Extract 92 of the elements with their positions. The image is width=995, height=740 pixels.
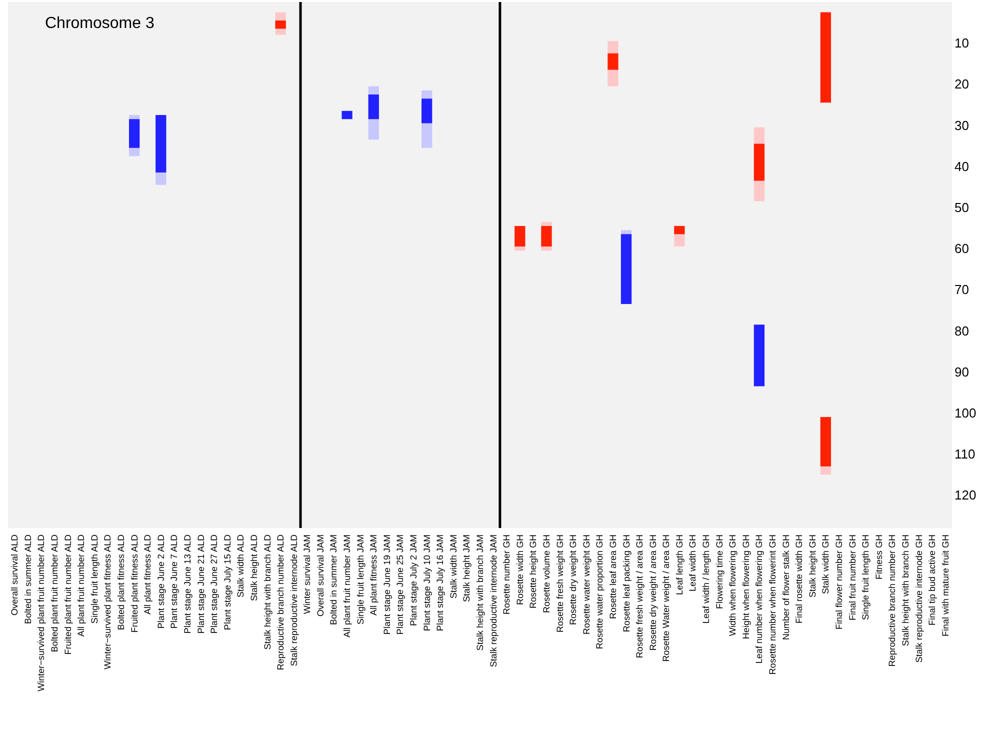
y-tick-label: 120 (954, 488, 976, 503)
x-tick-label: Plant stage June 2 ALD (156, 534, 166, 629)
x-tick-label: Plant stage June 19 JAM (382, 534, 392, 635)
x-tick-label: Stalk width ALD (236, 534, 246, 598)
y-tick-label: 70 (954, 282, 969, 298)
x-tick-label: Height when flowering GH (740, 534, 751, 640)
x-tick-label: Stalk reproductive internode JAM (488, 534, 498, 668)
x-tick-label: All plant fitness JAM (368, 534, 379, 616)
x-tick-label: Leaf width GH (688, 534, 698, 592)
y-tick-label: 100 (954, 405, 976, 420)
x-tick-label: All plant fruit number ALD (76, 534, 86, 637)
bar (674, 226, 685, 234)
bar (754, 324, 765, 386)
x-tick-label: Final tip bud active GH (927, 534, 938, 626)
x-tick-label: Number of flower stalk GH (780, 534, 791, 640)
x-tick-label: Rosette dry weight / area GH (648, 534, 658, 651)
y-tick-label: 30 (954, 118, 969, 133)
y-tick-label: 80 (954, 323, 969, 338)
y-tick-label: 90 (954, 364, 969, 380)
x-tick-label: Stalk reproductive internode ALD (288, 534, 299, 666)
x-tick-label: Flowering time GH (714, 534, 724, 610)
x-tick-label: Bolted plant fruit number ALD (50, 534, 60, 652)
x-tick-label: Stalk height with branch ALD (262, 534, 272, 650)
y-tick-label: 10 (954, 36, 969, 51)
x-tick-label: Stalk height GH (807, 534, 818, 598)
x-tick-label: All plant fruit number JAM (342, 534, 352, 638)
x-tick-label: Plant stage June 27 ALD (209, 534, 220, 634)
x-tick-label: Plant stage July 15 ALD (222, 534, 232, 630)
x-tick-label: Stalk width JAM (448, 534, 458, 599)
x-tick-label: Plant stage June 7 ALD (169, 534, 180, 629)
x-tick-label: Reproductive branch number ALD (276, 534, 286, 670)
x-tick-label: Final rosette width GH (794, 534, 804, 624)
x-tick-label: Reproductive branch number GH (887, 534, 898, 667)
x-tick-label: Rosette fresh weight GH (554, 534, 565, 633)
x-tick-label: Leaf width / length GH (701, 534, 712, 624)
x-tick-label: Plant stage July 16 JAM (435, 534, 446, 632)
bar (754, 144, 765, 181)
y-tick-label: 60 (954, 241, 969, 256)
bar (608, 53, 618, 70)
x-tick-label: Overall survival JAM (315, 534, 326, 617)
x-tick-label: Rosette height GH (528, 534, 538, 609)
x-tick-label: Stalk width GH (820, 534, 831, 594)
x-tick-label: Winter−survived plant fruit number ALD (36, 534, 46, 692)
x-tick-label: Rosette number GH (502, 534, 512, 615)
x-tick-label: Winter−survived plant fitness ALD (102, 534, 113, 670)
x-tick-label: Width when flowering GH (728, 534, 738, 636)
x-tick-label: Stalk height ALD (248, 534, 259, 602)
x-tick-label: Plant stage July 2 JAM (408, 534, 419, 626)
bar (820, 12, 832, 103)
x-tick-label: Stalk reproductive internode GH (914, 534, 924, 663)
x-tick-label: Fitness GH (874, 534, 884, 580)
x-tick-label: Bolted plant fitness ALD (116, 534, 126, 630)
x-tick-label: Overall survival ALD (10, 534, 20, 616)
x-tick-label: All plant fitness ALD (142, 534, 153, 615)
x-tick-label: Final with mature fruit GH (940, 534, 950, 637)
x-tick-label: Rosette volume GH (541, 534, 552, 614)
x-tick-label: Bolted in summer JAM (328, 534, 339, 626)
x-tick-label: Leaf length GH (674, 534, 684, 596)
bar (275, 20, 286, 29)
x-tick-label: Rosette width GH (514, 534, 525, 606)
x-tick-label: Leaf number when flowering GH (754, 534, 764, 664)
x-tick-label: Rosette leaf packing GH (621, 534, 632, 632)
bar (541, 226, 552, 247)
x-tick-label: Rosette number when flowerint GH (768, 534, 778, 675)
x-tick-label: Single fruit length GH (860, 534, 871, 620)
x-tick-label: Rosette fresh weight / area GH (634, 534, 645, 658)
x-tick-label: Stalk height JAM (462, 534, 472, 602)
y-tick-label: 50 (954, 200, 969, 215)
x-tick-label: Single fruit length JAM (355, 534, 366, 625)
y-tick-label: 110 (954, 446, 976, 462)
y-tick-label: 20 (954, 76, 969, 92)
bar (514, 226, 526, 247)
x-tick-label: Plant stage June 13 ALD (182, 534, 192, 634)
x-tick-label: Bolted in summer ALD (22, 534, 33, 624)
x-tick-label: Plant stage June 21 ALD (196, 534, 206, 634)
x-tick-label: Stalk height with branch JAM (475, 534, 485, 651)
x-tick-label: Rosette Water weight / area GH (661, 534, 672, 662)
y-tick-label: 40 (954, 158, 969, 174)
x-tick-label: Plant stage July 10 JAM (422, 534, 432, 632)
x-tick-label: Final fruit number GH (847, 534, 858, 621)
x-tick-label: Fruited plant fitness ALD (129, 534, 140, 633)
x-tick-label: Plant stage June 25 JAM (395, 534, 406, 635)
text: Chromosome 3 (45, 14, 154, 32)
x-tick-label: Rosette leaf area GH (608, 534, 618, 620)
x-tick-label: Rosette water weight GH (581, 534, 592, 635)
x-tick-label: Fruited plant fruit number ALD (62, 534, 73, 655)
x-tick-label: Winter survival JAM (302, 534, 312, 614)
x-tick-label: Single fruit length ALD (89, 534, 100, 624)
x-tick-label: Rosette dry weight GH (568, 534, 578, 626)
x-tick-label: Final flower number GH (834, 534, 844, 630)
x-tick-label: Stalk height with branch GH (900, 534, 910, 646)
x-tick-label: Rosette water proportion GH (594, 534, 605, 650)
